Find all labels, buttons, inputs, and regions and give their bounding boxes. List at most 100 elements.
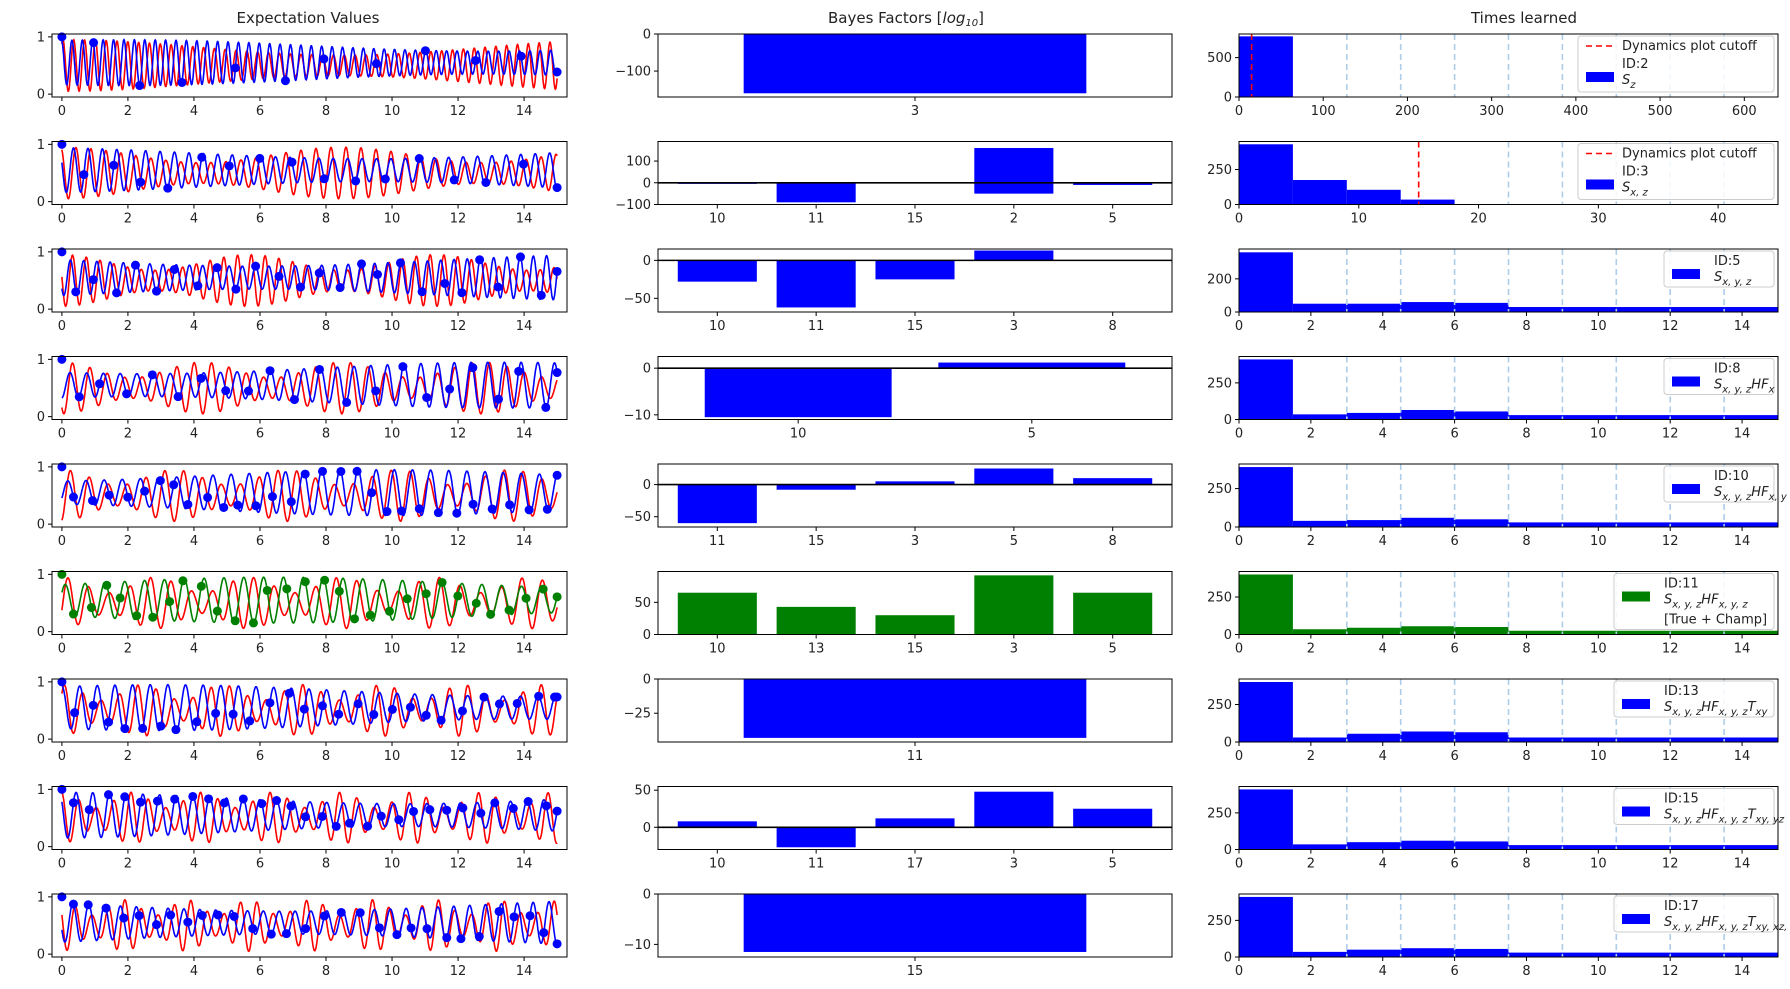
model-expectation-point	[300, 812, 310, 822]
model-expectation-point	[317, 701, 327, 711]
model-expectation-point	[231, 284, 241, 294]
model-expectation-point	[552, 183, 562, 193]
model-expectation-point	[422, 392, 432, 402]
legend-model-swatch	[1586, 179, 1614, 190]
model-expectation-point	[369, 710, 379, 720]
model-expectation-point	[552, 692, 562, 702]
bayes-xtick-label: 10	[709, 857, 726, 872]
times-xtick-label: 8	[1522, 749, 1530, 764]
model-term: HF	[1701, 700, 1719, 715]
bayes-plot: 11 −25 0	[624, 673, 1173, 764]
model-expectation-point	[212, 606, 222, 616]
expectation-xtick-label: 12	[450, 749, 467, 764]
model-expectation-point	[481, 178, 491, 188]
model-expectation-point	[266, 929, 276, 939]
bayes-ytick-label: 0	[643, 888, 651, 903]
model-subscript: x, y, z	[1671, 707, 1702, 718]
model-symbol: S	[1714, 485, 1722, 500]
times-frame	[1238, 893, 1779, 958]
expectation-xtick-label: 12	[450, 642, 467, 657]
times-bin	[1670, 737, 1725, 742]
times-xtick-label: 10	[1590, 964, 1607, 979]
model-term-2-subscript: xy	[1755, 707, 1769, 718]
model-expectation-point	[442, 933, 452, 943]
model-expectation-point	[542, 504, 552, 514]
times-xtick-label: 40	[1710, 212, 1727, 227]
expectation-xtick-label: 2	[124, 857, 132, 872]
model-expectation-point	[367, 488, 377, 498]
model-expectation-point	[274, 271, 284, 281]
times-xtick-label: 10	[1590, 857, 1607, 872]
model-expectation-point	[155, 476, 165, 486]
model-expectation-point	[539, 928, 549, 938]
model-symbol: S	[1714, 270, 1722, 285]
legend-model-swatch	[1672, 269, 1700, 279]
model-term: HF	[1751, 378, 1769, 393]
model-expectation-point	[68, 492, 78, 502]
model-symbol: S	[1622, 181, 1630, 196]
expectation-xtick-label: 8	[322, 534, 330, 549]
model-expectation-point	[86, 603, 96, 613]
times-xtick-label: 100	[1311, 104, 1336, 119]
times-ytick-label: 250	[1207, 806, 1232, 821]
times-bin	[1562, 415, 1617, 420]
model-expectation-point	[267, 492, 277, 502]
model-expectation-point	[395, 258, 405, 268]
model-expectation-point	[196, 373, 206, 383]
model-expectation-point	[211, 708, 221, 718]
times-xtick-label: 8	[1522, 964, 1530, 979]
legend-model-swatch	[1622, 914, 1650, 924]
model-expectation-point	[552, 592, 562, 602]
bayes-bar-11	[776, 260, 856, 308]
times-xtick-label: 4	[1379, 534, 1387, 549]
times-bin	[1616, 307, 1671, 312]
model-expectation-point	[170, 794, 180, 804]
times-ytick-label: 0	[1224, 413, 1232, 428]
bayes-ytick-label: −100	[615, 65, 651, 80]
times-bin	[1292, 737, 1347, 742]
model-expectation-point	[169, 265, 179, 275]
model-expectation-line	[61, 147, 558, 194]
times-bin	[1508, 630, 1563, 635]
times-plot: 0 100 200 300 400 500 600 0 500 Dynamics plot cut…	[1207, 33, 1779, 119]
model-expectation-point	[196, 581, 206, 591]
expectation-xtick-label: 10	[384, 212, 401, 227]
times-ytick-label: 250	[1207, 163, 1232, 178]
model-expectation-point	[245, 716, 255, 726]
times-bin	[1239, 144, 1293, 205]
bayes-bar-5	[1073, 808, 1153, 828]
times-bin	[1292, 520, 1347, 527]
times-xtick-label: 2	[1307, 642, 1315, 657]
model-expectation-point	[380, 174, 390, 184]
expectation-xtick-label: 8	[322, 964, 330, 979]
expectation-xtick-label: 14	[516, 964, 533, 979]
expectation-ytick-label: 0	[37, 840, 45, 855]
times-xtick-label: 10	[1351, 212, 1368, 227]
times-bin	[1454, 519, 1509, 527]
model-expectation-line	[61, 38, 558, 87]
model-expectation-point	[57, 677, 67, 687]
model-expectation-point	[382, 507, 392, 517]
expectation-xtick-label: 0	[58, 857, 66, 872]
model-expectation-point	[301, 924, 311, 934]
model-expectation-point	[178, 576, 188, 586]
model-expectation-point	[219, 798, 229, 808]
model-expectation-line	[61, 683, 558, 732]
times-xtick-label: 4	[1379, 427, 1387, 442]
bayes-bar-5	[974, 468, 1054, 485]
bayes-ytick-label: 100	[626, 155, 651, 170]
model-expectation-point	[471, 598, 481, 608]
times-bin	[1508, 845, 1563, 850]
legend-model-id: ID:5	[1714, 254, 1741, 269]
times-bin	[1292, 951, 1347, 957]
times-bin	[1292, 180, 1347, 205]
bayes-bar-15	[743, 894, 1087, 952]
model-expectation-point	[228, 709, 238, 719]
model-expectation-point	[68, 609, 78, 619]
model-expectation-point	[163, 183, 173, 193]
